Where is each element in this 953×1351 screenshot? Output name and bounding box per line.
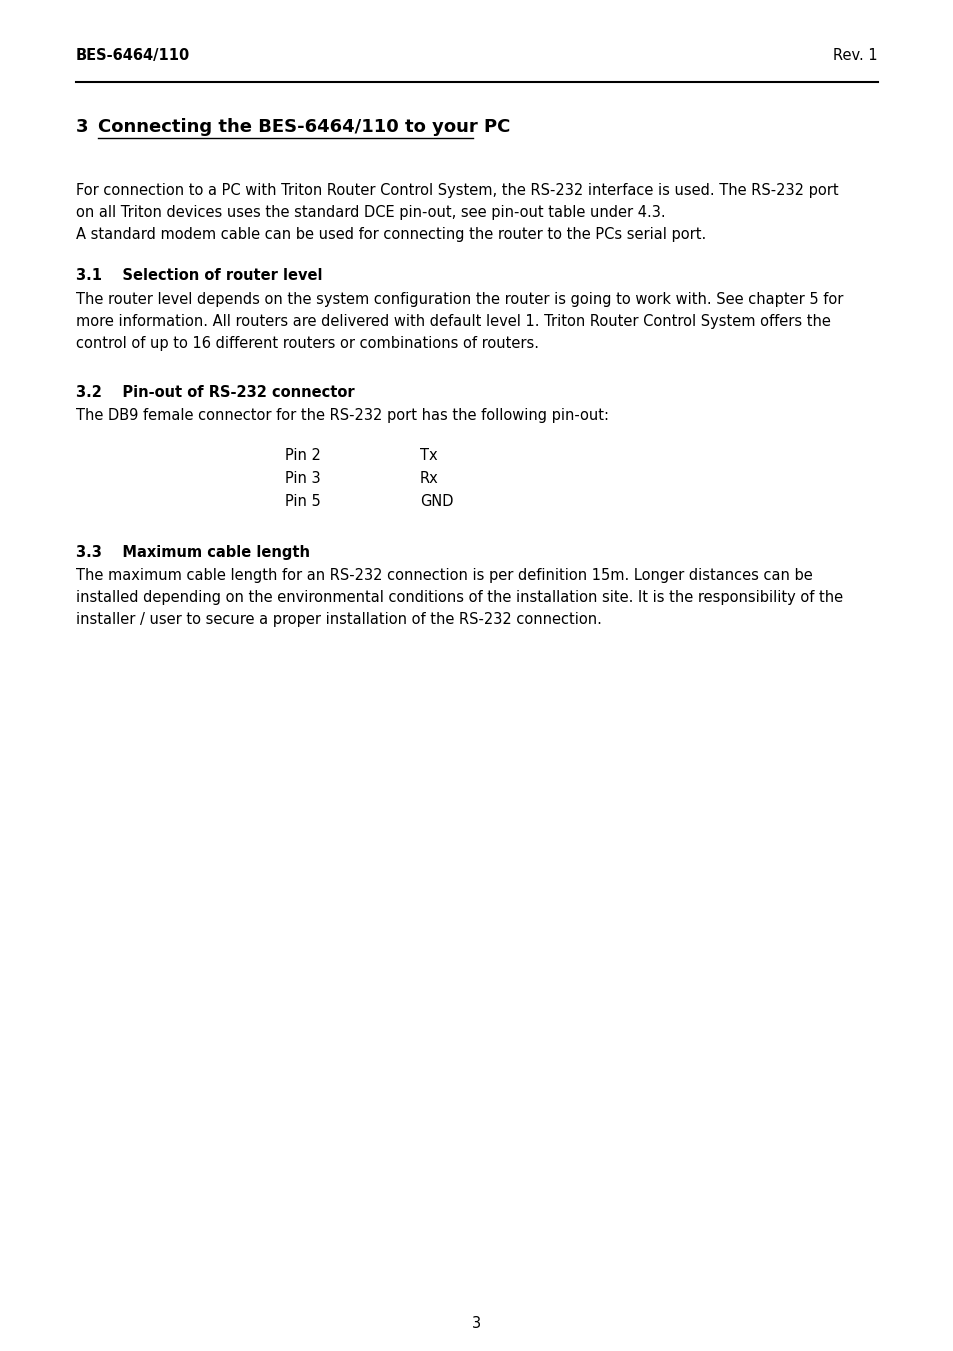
Text: The maximum cable length for an RS-232 connection is per definition 15m. Longer : The maximum cable length for an RS-232 c… (76, 567, 812, 584)
Text: 3.2    Pin-out of RS-232 connector: 3.2 Pin-out of RS-232 connector (76, 385, 355, 400)
Text: BES-6464/110: BES-6464/110 (76, 49, 190, 63)
Text: Connecting the BES-6464/110 to your PC: Connecting the BES-6464/110 to your PC (98, 118, 510, 136)
Text: The DB9 female connector for the RS-232 port has the following pin-out:: The DB9 female connector for the RS-232 … (76, 408, 608, 423)
Text: Pin 5: Pin 5 (285, 494, 320, 509)
Text: For connection to a PC with Triton Router Control System, the RS-232 interface i: For connection to a PC with Triton Route… (76, 182, 838, 199)
Text: installed depending on the environmental conditions of the installation site. It: installed depending on the environmental… (76, 590, 842, 605)
Text: 3: 3 (76, 118, 101, 136)
Text: installer / user to secure a proper installation of the RS-232 connection.: installer / user to secure a proper inst… (76, 612, 601, 627)
Text: control of up to 16 different routers or combinations of routers.: control of up to 16 different routers or… (76, 336, 538, 351)
Text: Rx: Rx (419, 471, 438, 486)
Text: Tx: Tx (419, 449, 437, 463)
Text: Pin 2: Pin 2 (285, 449, 320, 463)
Text: 3: 3 (472, 1316, 481, 1331)
Text: 3.3    Maximum cable length: 3.3 Maximum cable length (76, 544, 310, 561)
Text: Rev. 1: Rev. 1 (833, 49, 877, 63)
Text: The router level depends on the system configuration the router is going to work: The router level depends on the system c… (76, 292, 842, 307)
Text: 3.1    Selection of router level: 3.1 Selection of router level (76, 267, 322, 282)
Text: Pin 3: Pin 3 (285, 471, 320, 486)
Text: on all Triton devices uses the standard DCE pin-out, see pin-out table under 4.3: on all Triton devices uses the standard … (76, 205, 665, 220)
Text: GND: GND (419, 494, 453, 509)
Text: more information. All routers are delivered with default level 1. Triton Router : more information. All routers are delive… (76, 313, 830, 330)
Text: A standard modem cable can be used for connecting the router to the PCs serial p: A standard modem cable can be used for c… (76, 227, 705, 242)
